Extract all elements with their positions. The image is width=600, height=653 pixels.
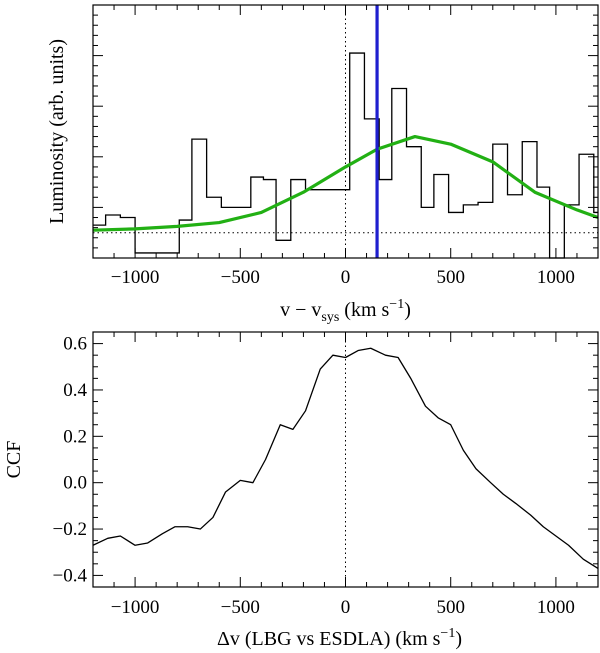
x-tick-label: −1000: [111, 267, 160, 288]
x-tick-label: 1000: [537, 597, 575, 618]
y-tick-label: 0.6: [63, 334, 87, 355]
x-axis-label-main: v − v: [280, 299, 321, 321]
ccf-curve: [92, 347, 599, 570]
y-axis-label: CCF: [3, 441, 25, 479]
x-tick-label: 0: [341, 267, 351, 288]
y-tick-label: 0.4: [63, 380, 87, 401]
y-axis-label: Luminosity (arb. units): [46, 39, 68, 224]
x-axis-label-sup: −1: [389, 297, 404, 312]
x-axis-label: v − vsys (km s−1): [280, 297, 411, 325]
top-panel: −1000 −500 0 500 1000 v − vsys (km s−1) Lumino…: [46, 4, 599, 325]
x-tick-label: 500: [436, 267, 465, 288]
y-tick-label: 0.0: [63, 473, 87, 494]
x-tick-label: 0: [341, 597, 351, 618]
y-tick-label: −0.2: [53, 519, 87, 540]
x-tick-label: −500: [221, 267, 260, 288]
spectrum-histogram: [93, 52, 598, 259]
x-axis-label-close: ): [455, 628, 462, 650]
x-tick-label: 500: [436, 597, 465, 618]
x-axis-label-sup: −1: [440, 626, 455, 641]
x-axis-label: Δv (LBG vs ESDLA) (km s−1): [217, 626, 462, 650]
x-axis-label-close: ): [404, 299, 411, 321]
x-tick-label: −500: [221, 597, 260, 618]
y-tick-label: −0.4: [53, 565, 88, 586]
x-axis-label-main: Δv (LBG vs ESDLA) (km s: [217, 628, 441, 650]
bottom-panel: −1000 −500 0 500 1000 −0.4 −0.2 0.0 0.2 0.4 0.6 Δv …: [3, 331, 599, 650]
y-tick-label: 0.2: [63, 426, 87, 447]
model-curve: [92, 134, 599, 232]
x-axis-label-sub: sys: [321, 310, 339, 325]
x-axis-label-unit: (km s: [339, 299, 389, 321]
x-tick-label: 1000: [537, 267, 575, 288]
x-tick-label: −1000: [111, 597, 160, 618]
